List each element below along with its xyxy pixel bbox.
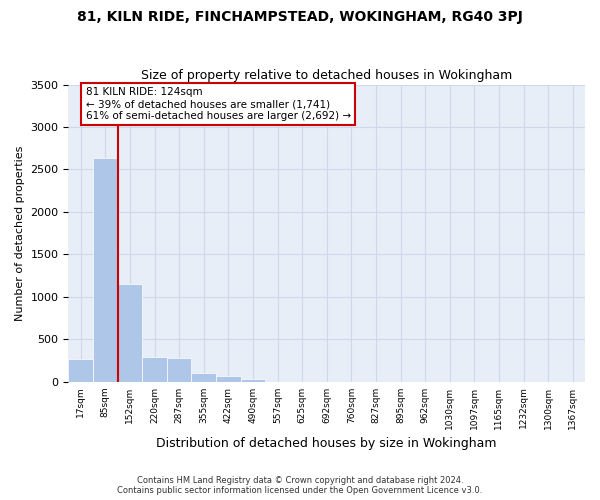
Text: Contains HM Land Registry data © Crown copyright and database right 2024.
Contai: Contains HM Land Registry data © Crown c… — [118, 476, 482, 495]
Y-axis label: Number of detached properties: Number of detached properties — [15, 146, 25, 321]
Bar — [167, 358, 191, 382]
Bar — [93, 158, 118, 382]
Bar — [191, 373, 216, 382]
Text: 81, KILN RIDE, FINCHAMPSTEAD, WOKINGHAM, RG40 3PJ: 81, KILN RIDE, FINCHAMPSTEAD, WOKINGHAM,… — [77, 10, 523, 24]
Text: 81 KILN RIDE: 124sqm
← 39% of detached houses are smaller (1,741)
61% of semi-de: 81 KILN RIDE: 124sqm ← 39% of detached h… — [86, 88, 351, 120]
Bar — [68, 359, 93, 382]
Bar — [241, 378, 265, 382]
X-axis label: Distribution of detached houses by size in Wokingham: Distribution of detached houses by size … — [157, 437, 497, 450]
Bar — [216, 376, 241, 382]
Bar — [118, 284, 142, 382]
Bar — [142, 358, 167, 382]
Title: Size of property relative to detached houses in Wokingham: Size of property relative to detached ho… — [141, 69, 512, 82]
